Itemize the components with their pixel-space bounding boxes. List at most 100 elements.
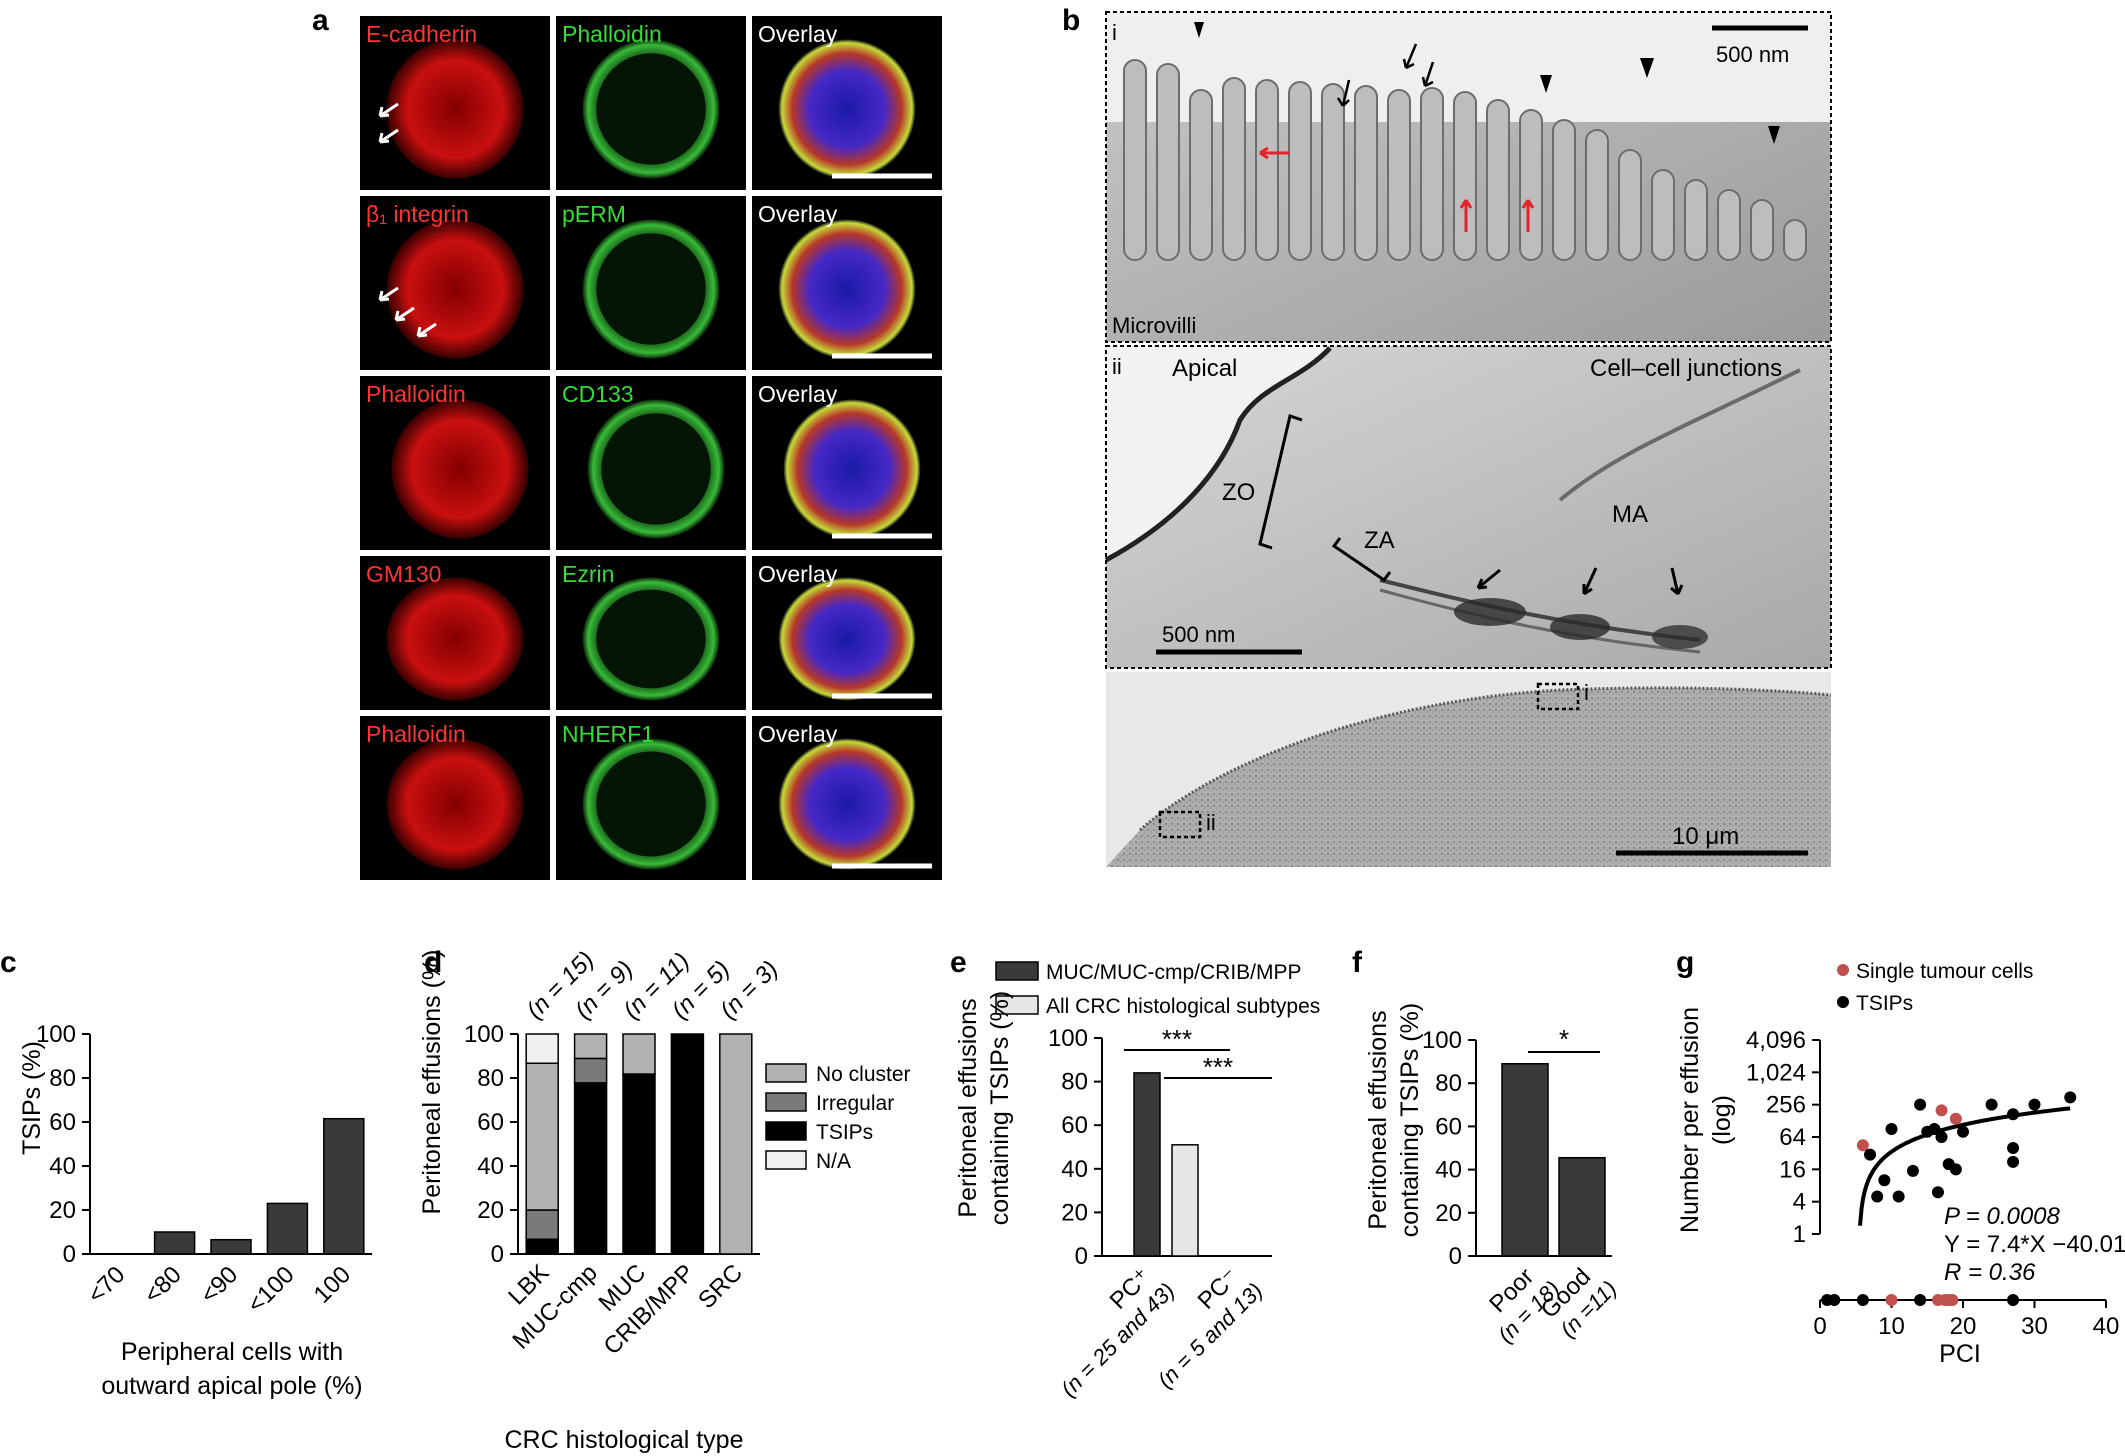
microvillus xyxy=(1288,81,1312,261)
white-arrow xyxy=(416,322,437,338)
g-x-tick-label: 30 xyxy=(2021,1313,2048,1340)
panel-letter-g: g xyxy=(1676,946,1694,979)
spheroid-core xyxy=(596,589,706,689)
d-bar-segment xyxy=(719,1033,753,1255)
panel-letter-c: c xyxy=(0,946,17,979)
micrograph-r4-c1: GM130 xyxy=(360,556,550,710)
label-apical: Apical xyxy=(1172,355,1237,382)
d-y-tick-label: 80 xyxy=(477,1065,504,1092)
g-fit-curve xyxy=(1858,1106,2071,1226)
g-legend-marker xyxy=(1837,996,1849,1008)
scale-label-ii: 500 nm xyxy=(1162,622,1235,647)
g-point xyxy=(2007,1155,2020,1168)
c-y-tick-label: 20 xyxy=(49,1197,76,1224)
microvillus xyxy=(1354,85,1378,261)
g-point xyxy=(1957,1125,1969,1138)
em-micrograph-overview: i ii 10 μm xyxy=(1106,672,1832,867)
e-legend-label: MUC/MUC-cmp/CRIB/MPP xyxy=(1046,961,1302,984)
microvillus xyxy=(1651,169,1675,261)
label-zo: ZO xyxy=(1222,479,1255,506)
e-bar xyxy=(1133,1072,1161,1257)
panel-b: b i 500 nm Microvilli xyxy=(1062,4,1832,867)
c-y-tick-label: 40 xyxy=(49,1153,76,1180)
d-y-tick-label: 100 xyxy=(464,1021,504,1048)
g-y-axis-label-line1: Number per effusion xyxy=(1676,1007,1704,1233)
microvillus xyxy=(1321,83,1345,261)
d-bar-segment xyxy=(525,1238,559,1255)
c-x-tick-label: <90 xyxy=(195,1261,243,1309)
g-point xyxy=(1864,1148,1877,1161)
stain-label-red: E-cadherin xyxy=(366,21,477,47)
e-legend-swatch xyxy=(995,995,1039,1015)
d-legend-swatch xyxy=(765,1092,807,1112)
d-y-tick-label: 0 xyxy=(491,1241,504,1268)
spheroid xyxy=(778,219,916,359)
microvillus xyxy=(1156,63,1180,261)
g-point xyxy=(1949,1112,1962,1125)
c-bar xyxy=(210,1238,252,1255)
microvillus xyxy=(1717,189,1741,261)
c-bar xyxy=(266,1202,309,1255)
c-y-axis-label: TSIPs (%) xyxy=(18,1041,46,1155)
panel-letter-a: a xyxy=(312,4,329,37)
microvillus xyxy=(1618,149,1642,261)
g-point xyxy=(1885,1123,1898,1136)
g-x-tick-label: 10 xyxy=(1878,1313,1905,1340)
d-bar-segment xyxy=(525,1062,559,1211)
d-y-tick-label: 60 xyxy=(477,1109,504,1136)
bracket-zo xyxy=(1258,414,1303,550)
f-y-axis-label-line1: Peritoneal effusions xyxy=(1364,1010,1392,1229)
stain-label-red: Phalloidin xyxy=(366,381,466,407)
micrograph-r4-c2: Ezrin xyxy=(556,556,746,710)
g-y-tick-label: 64 xyxy=(1779,1124,1806,1151)
f-bar xyxy=(1558,1156,1606,1257)
arrows-black xyxy=(1336,43,1435,107)
g-y-axis-label-line2: (log) xyxy=(1708,1095,1736,1145)
em-micrograph-junctions: ii Apical Cell–cell junctions ZO ZA MA 5… xyxy=(1104,345,1832,669)
microvillus xyxy=(1519,109,1543,261)
spheroid xyxy=(778,577,916,701)
spheroid xyxy=(778,738,916,870)
c-x-tick-label: 100 xyxy=(309,1261,356,1308)
stain-label-red: β₁ integrin xyxy=(366,201,469,227)
arrows-red xyxy=(1259,146,1535,232)
c-x-tick-label: <70 xyxy=(83,1261,131,1309)
spheroid-core xyxy=(596,53,706,165)
microvillus xyxy=(1453,91,1477,261)
micrograph-r2-c1: β₁ integrin xyxy=(360,196,550,370)
microvillus xyxy=(1486,99,1510,261)
e-legend-swatch xyxy=(995,961,1039,981)
microvillus xyxy=(1783,219,1807,261)
white-arrow xyxy=(378,128,399,144)
panel-a: a E-cadherin Phalloidin Overlay β₁ integrin… xyxy=(312,4,942,880)
g-point xyxy=(1871,1190,1884,1203)
g-point xyxy=(2028,1098,2041,1111)
g-point xyxy=(1856,1139,1869,1152)
c-y-tick-label: 80 xyxy=(49,1065,76,1092)
stain-label-green: CD133 xyxy=(562,381,634,407)
label-microvilli: Microvilli xyxy=(1112,313,1196,338)
panel-letter-b: b xyxy=(1062,4,1080,37)
microvillus xyxy=(1750,199,1774,261)
spheroid xyxy=(386,577,524,701)
scale-label-iii: 10 μm xyxy=(1672,823,1739,850)
g-point xyxy=(2064,1091,2077,1104)
stain-label-red: GM130 xyxy=(366,561,441,587)
f-y-tick-label: 100 xyxy=(1422,1027,1462,1054)
g-x-tick-label: 40 xyxy=(2093,1313,2120,1340)
g-point xyxy=(1985,1098,1998,1111)
panel-f: f Peritoneal effusions containing TSIPs … xyxy=(1352,946,1622,1348)
c-x-axis-label-line1: Peripheral cells with xyxy=(121,1338,343,1366)
d-legend-swatch xyxy=(765,1063,807,1083)
g-point xyxy=(1892,1190,1905,1203)
e-bar xyxy=(1171,1144,1199,1257)
micrograph-r3-c3: Overlay xyxy=(752,376,942,550)
d-legend-label: TSIPs xyxy=(816,1121,873,1144)
panel-letter-e: e xyxy=(950,946,967,979)
spheroid xyxy=(386,39,524,179)
sub-label-i: i xyxy=(1112,20,1117,45)
g-point xyxy=(1946,1294,1959,1306)
d-bar-segment xyxy=(525,1033,559,1065)
stain-label-green: NHERF1 xyxy=(562,721,654,747)
